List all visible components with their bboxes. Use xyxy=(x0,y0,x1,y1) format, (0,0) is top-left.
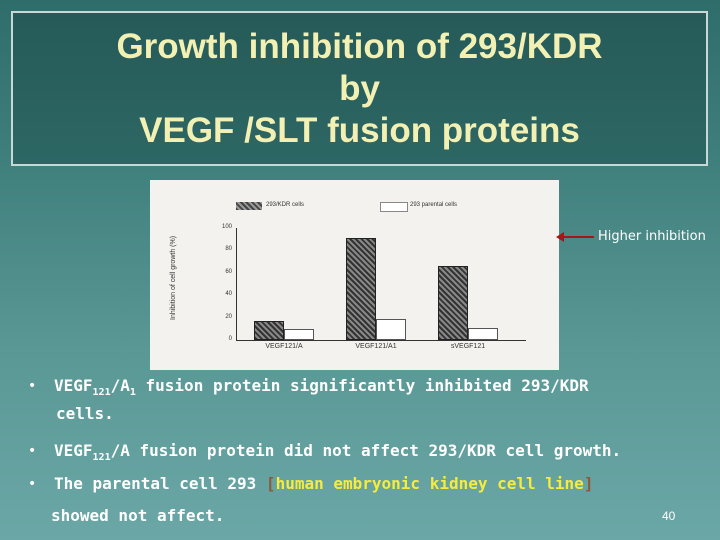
title-box: Growth inhibition of 293/KDR by VEGF /SL… xyxy=(11,11,708,166)
title-line-1: Growth inhibition of 293/KDR xyxy=(116,26,603,66)
bullet-dot-icon: • xyxy=(28,443,37,459)
bar-parental xyxy=(376,318,406,340)
bar-parental xyxy=(468,327,498,340)
x-axis xyxy=(236,340,526,341)
legend-label-kdr: 293/KDR cells xyxy=(266,202,305,208)
bar-kdr xyxy=(346,238,376,340)
bullet-dot-icon: • xyxy=(28,476,37,492)
bullet-dot-icon: • xyxy=(28,378,37,394)
annotation-higher-inhibition: Higher inhibition xyxy=(598,229,706,244)
title-line-2: by xyxy=(339,68,380,108)
x-category-label: VEGF121/A xyxy=(265,343,303,350)
x-category-label: sVEGF121 xyxy=(450,343,486,350)
bar-chart-image: 293/KDR cells 293 parental cells Inhibit… xyxy=(150,180,559,370)
y-tick-label: 0 xyxy=(228,336,232,342)
bar-parental xyxy=(284,328,314,340)
arrow-head-icon xyxy=(556,232,564,242)
y-tick-label: 60 xyxy=(225,268,232,275)
arrow-line xyxy=(560,236,594,238)
highlighted-text: human embryonic kidney cell line xyxy=(275,474,584,493)
legend-label-parental: 293 parental cells xyxy=(410,202,458,208)
legend-swatch-parental xyxy=(380,202,408,212)
bar-kdr xyxy=(438,266,468,340)
bar-kdr xyxy=(254,320,284,340)
page-number: 40 xyxy=(662,509,676,523)
title-line-3: VEGF /SLT fusion proteins xyxy=(139,110,580,150)
bullet-1-continuation: cells. xyxy=(56,404,114,423)
y-axis-label: Inhibition of cell growth (%) xyxy=(170,235,177,320)
x-category-label: VEGF121/A1 xyxy=(355,343,397,350)
bullet-1: VEGF121/A1 fusion protein significantly … xyxy=(54,376,589,399)
bullet-3: The parental cell 293 [human embryonic k… xyxy=(54,474,594,493)
y-tick-label: 20 xyxy=(225,313,232,320)
bullet-3-continuation: showed not affect. xyxy=(51,506,225,525)
bullet-2: VEGF121/A fusion protein did not affect … xyxy=(54,441,622,464)
y-tick-label: 80 xyxy=(225,246,232,253)
legend-swatch-kdr xyxy=(236,202,262,210)
y-axis xyxy=(236,228,237,340)
y-tick-label: 40 xyxy=(225,291,232,298)
y-tick-label: 100 xyxy=(221,224,232,230)
